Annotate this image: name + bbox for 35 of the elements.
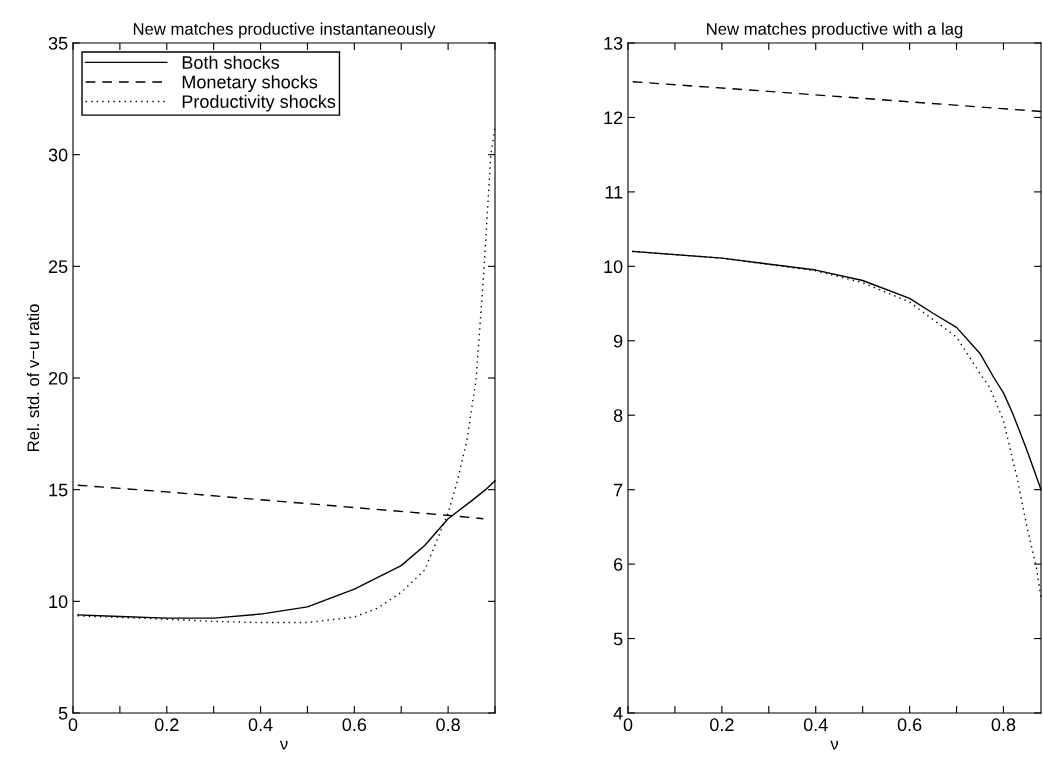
chart-title: New matches productive instantaneously (133, 22, 436, 39)
x-tick-label: 0.6 (897, 718, 922, 732)
x-axis-title: ν (279, 740, 288, 750)
legend-label: Both shocks (182, 55, 280, 69)
x-tick-label: 0 (623, 718, 633, 732)
y-tick-label: 30 (48, 148, 68, 162)
x-tick-label: 0.2 (154, 718, 179, 732)
y-tick-label: 5 (613, 632, 623, 646)
chart-title: New matches productive with a lag (707, 22, 963, 39)
x-tick-label: 0.8 (991, 718, 1016, 732)
x-tick-label: 0.4 (248, 718, 273, 732)
x-tick-label: 0.6 (342, 718, 367, 732)
y-tick-label: 8 (613, 409, 623, 422)
y-axis-title: Rel. std. of v−u ratio (26, 304, 40, 451)
y-tick-label: 7 (614, 483, 623, 497)
y-tick-label: 12 (604, 111, 623, 124)
y-tick-label: 9 (613, 334, 623, 348)
y-tick-label: 15 (49, 483, 68, 497)
y-tick-label: 20 (48, 371, 68, 385)
x-tick-label: 0 (68, 718, 78, 732)
legend-label: Productivity shocks (182, 94, 336, 112)
x-tick-label: 0.8 (436, 718, 460, 732)
y-tick-label: 25 (48, 260, 68, 274)
y-tick-label: 4 (613, 707, 623, 720)
y-tick-label: 10 (604, 260, 623, 274)
y-tick-label: 35 (48, 36, 68, 50)
x-axis-title: ν (830, 740, 839, 750)
legend-label: Monetary shocks (182, 75, 318, 93)
y-tick-label: 10 (49, 595, 68, 609)
x-tick-label: 0.4 (803, 718, 828, 732)
y-tick-label: 11 (605, 186, 623, 199)
y-tick-label: 13 (604, 36, 623, 50)
y-tick-label: 5 (58, 707, 68, 720)
x-tick-label: 0.2 (710, 718, 734, 732)
y-tick-label: 6 (614, 558, 623, 571)
